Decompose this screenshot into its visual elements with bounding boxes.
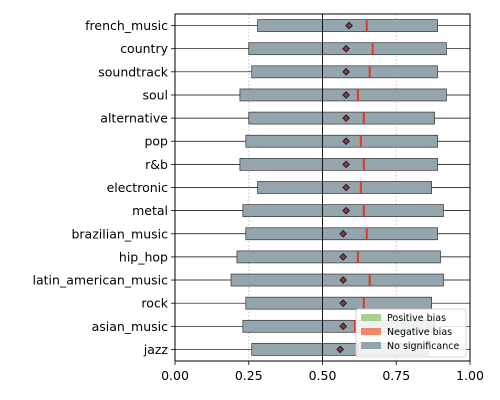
mean-marker-pop bbox=[342, 137, 351, 146]
box-r&b bbox=[239, 158, 438, 171]
x-tick-label: 0.00 bbox=[161, 368, 189, 383]
y-tick-label: brazilian_music bbox=[71, 226, 168, 241]
mean-marker-country bbox=[342, 44, 351, 53]
y-tick-label: pop bbox=[144, 134, 168, 149]
y-tick-label: r&b bbox=[145, 157, 168, 172]
y-tick-label: french_music bbox=[85, 18, 168, 33]
x-tick-label: 0.25 bbox=[235, 368, 263, 383]
mean-marker-asian_music bbox=[339, 322, 348, 331]
mean-marker-brazilian_music bbox=[339, 229, 348, 238]
legend-label: Negative bias bbox=[387, 327, 452, 338]
box-rock bbox=[245, 296, 433, 310]
legend-swatch bbox=[361, 314, 381, 321]
mean-marker-latin_american_music bbox=[339, 276, 348, 284]
x-tick-label: 0.75 bbox=[382, 368, 410, 383]
y-tick-label: jazz bbox=[143, 342, 169, 357]
box-latin_american_music bbox=[230, 273, 444, 287]
legend-box bbox=[355, 308, 467, 358]
mean-marker-rock bbox=[339, 299, 348, 308]
legend-swatch bbox=[361, 342, 381, 349]
legend-label: Positive bias bbox=[387, 313, 446, 324]
x-tick-label: 1.00 bbox=[456, 368, 484, 383]
mean-marker-r&b bbox=[342, 160, 351, 169]
mean-marker-metal bbox=[342, 206, 351, 215]
x-tick-label: 0.50 bbox=[309, 368, 337, 383]
mean-marker-soul bbox=[342, 91, 351, 99]
y-tick-label: hip_hop bbox=[119, 249, 168, 264]
legend-label: No significance bbox=[387, 341, 459, 352]
mean-marker-soundtrack bbox=[342, 67, 351, 76]
box-alternative bbox=[248, 111, 435, 125]
mean-marker-jazz bbox=[336, 345, 345, 354]
box-hip_hop bbox=[236, 250, 441, 264]
mean-marker-alternative bbox=[342, 114, 351, 123]
box-pop bbox=[245, 134, 438, 148]
y-tick-label: metal bbox=[132, 203, 168, 218]
legend-swatch bbox=[361, 328, 381, 335]
y-tick-label: alternative bbox=[100, 111, 168, 126]
y-tick-label: soul bbox=[142, 87, 168, 102]
y-tick-label: latin_american_music bbox=[33, 273, 169, 288]
mean-marker-electronic bbox=[342, 183, 351, 192]
y-tick-label: soundtrack bbox=[98, 64, 169, 79]
y-tick-label: electronic bbox=[107, 180, 169, 195]
y-tick-label: rock bbox=[141, 296, 168, 311]
mean-marker-french_music bbox=[345, 21, 353, 30]
y-tick-label: country bbox=[120, 41, 168, 56]
mean-marker-hip_hop bbox=[339, 252, 348, 261]
y-tick-label: asian_music bbox=[92, 319, 169, 334]
